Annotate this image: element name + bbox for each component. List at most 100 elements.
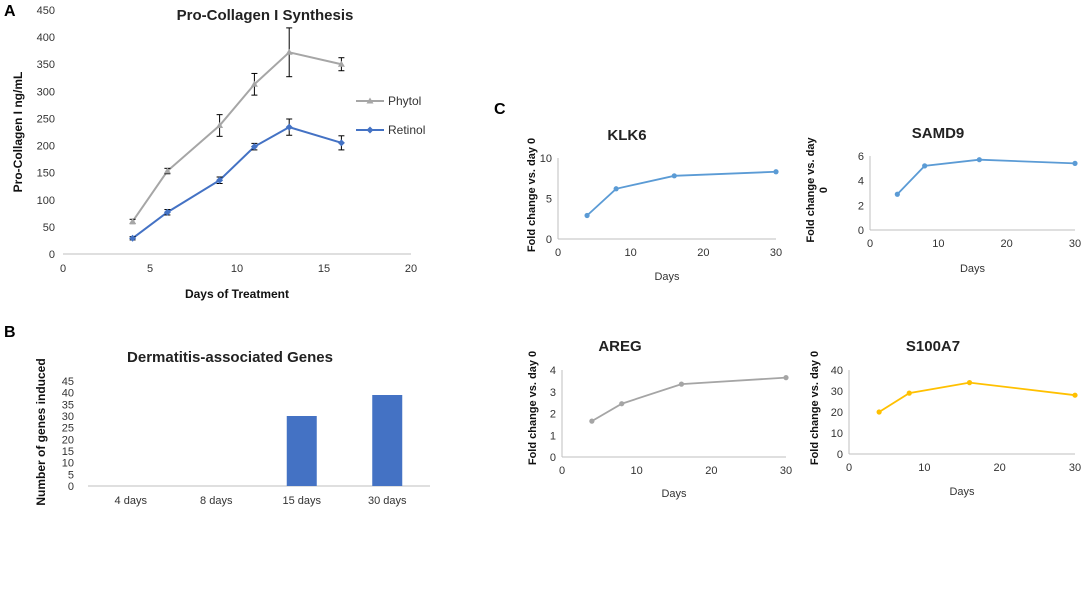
series-line-retinol: [132, 126, 342, 240]
x-tick-label: 30: [1069, 238, 1081, 250]
y-tick-label: 0: [49, 249, 55, 261]
panel-letter-b: B: [4, 324, 16, 341]
data-point: [1072, 160, 1078, 166]
data-point: [966, 380, 973, 386]
series-line: [586, 170, 777, 217]
data-point-phytol: [216, 121, 224, 128]
x-tick-label: 10: [625, 247, 637, 259]
y-tick-label: 200: [37, 141, 55, 153]
y-tick-label: 40: [62, 388, 74, 400]
y-tick-label: 20: [62, 434, 74, 446]
y-tick-label: 40: [831, 365, 843, 377]
chart-title: AREG: [598, 338, 641, 355]
y-axis-label: Fold change vs. day 0: [527, 351, 539, 465]
x-tick-label: 20: [994, 462, 1006, 474]
legend-label-phytol: Phytol: [388, 94, 421, 108]
legend-marker-phytol: [366, 97, 374, 104]
x-tick-label: 20: [1001, 238, 1013, 250]
data-point-retinol: [216, 176, 224, 184]
data-point: [584, 212, 590, 219]
y-axis-label: Number of genes induced: [34, 358, 48, 505]
data-point-retinol: [163, 208, 171, 216]
data-point-phytol: [337, 60, 345, 67]
data-point-phytol: [163, 167, 171, 174]
x-tick-label: 0: [846, 462, 852, 474]
data-point: [783, 375, 789, 381]
data-point-phytol: [129, 217, 137, 224]
chart-b-dermatitis-genes: Dermatitis-associated Genes0510152025303…: [34, 349, 430, 507]
y-tick-label: 15: [62, 446, 74, 458]
y-tick-label: 0: [550, 452, 556, 464]
x-tick-label: 0: [60, 263, 66, 275]
y-tick-label: 4: [858, 176, 864, 188]
panel-letter-a: A: [4, 3, 16, 20]
y-tick-label: 0: [68, 481, 74, 493]
x-tick-label: 10: [918, 462, 930, 474]
data-point-retinol: [250, 143, 258, 151]
y-tick-label: 450: [37, 5, 55, 17]
x-tick-label: 10: [231, 263, 243, 275]
x-tick-label: 30: [1069, 462, 1081, 474]
data-point-phytol: [250, 80, 258, 87]
x-tick-label: 15 days: [282, 495, 321, 507]
y-tick-label: 25: [62, 423, 74, 435]
x-tick-label: 10: [932, 238, 944, 250]
y-tick-label: 4: [550, 365, 556, 377]
x-tick-label: 8 days: [200, 495, 233, 507]
chart-c-klk6: KLK6 0 5 10 0 10 20 30 Days Fold change vs. day 0: [526, 127, 782, 283]
y-tick-label: 0: [837, 449, 843, 461]
y-tick-label: 20: [831, 407, 843, 419]
bar: [372, 395, 403, 486]
x-axis-label: Days: [949, 486, 975, 498]
y-tick-label: 10: [540, 153, 552, 165]
data-point: [619, 401, 625, 407]
x-axis-label: Days: [661, 488, 687, 500]
y-axis-label: Fold change vs. day 0: [809, 351, 821, 465]
y-tick-label: 10: [62, 458, 74, 470]
data-point: [894, 191, 900, 197]
y-tick-label: 50: [43, 222, 55, 234]
panel-letter-c: C: [494, 101, 506, 118]
y-axis-label: Pro-Collagen I ng/mL: [11, 72, 25, 193]
chart-title: KLK6: [607, 127, 646, 144]
y-tick-label: 100: [37, 195, 55, 207]
data-point: [613, 186, 619, 192]
chart-c-areg: AREG 0 1 2 3 4 0 10 20 30 Days Fold change vs. day …: [527, 338, 792, 500]
data-point: [876, 409, 882, 415]
x-tick-label: 15: [318, 263, 330, 275]
x-tick-label: 5: [147, 263, 153, 275]
y-tick-label: 30: [831, 386, 843, 398]
y-tick-label: 10: [831, 428, 843, 440]
y-tick-label: 35: [62, 399, 74, 411]
y-tick-label: 6: [858, 151, 864, 163]
x-tick-label: 0: [559, 465, 565, 477]
y-tick-label: 350: [37, 59, 55, 71]
data-point: [976, 157, 982, 163]
data-point-retinol: [337, 139, 345, 147]
series-line: [896, 158, 1076, 195]
data-point: [773, 169, 779, 175]
y-tick-label: 0: [546, 234, 552, 246]
y-tick-label: 250: [37, 113, 55, 125]
chart-title: Pro-Collagen I Synthesis: [177, 7, 354, 24]
x-tick-label: 10: [631, 465, 643, 477]
y-tick-label: 300: [37, 86, 55, 98]
y-tick-label: 5: [68, 469, 74, 481]
bar: [286, 416, 317, 486]
legend-label-retinol: Retinol: [388, 123, 425, 137]
data-point: [589, 418, 595, 424]
y-tick-label: 2: [550, 409, 556, 421]
y-tick-label: 0: [858, 225, 864, 237]
y-axis-label: Fold change vs. day: [805, 137, 817, 243]
series-line: [878, 381, 1076, 413]
data-point: [678, 381, 685, 387]
y-tick-label: 45: [62, 376, 74, 388]
x-tick-label: 4 days: [115, 495, 148, 507]
data-point: [922, 163, 928, 169]
x-tick-label: 0: [867, 238, 873, 250]
y-axis-label-line2: 0: [818, 187, 830, 193]
series-line: [591, 376, 787, 422]
data-point-phytol: [285, 48, 293, 55]
chart-c-s100a7: S100A7 0 10 20 30 40 0 10 20 30 Days Fold change vs…: [809, 338, 1081, 498]
